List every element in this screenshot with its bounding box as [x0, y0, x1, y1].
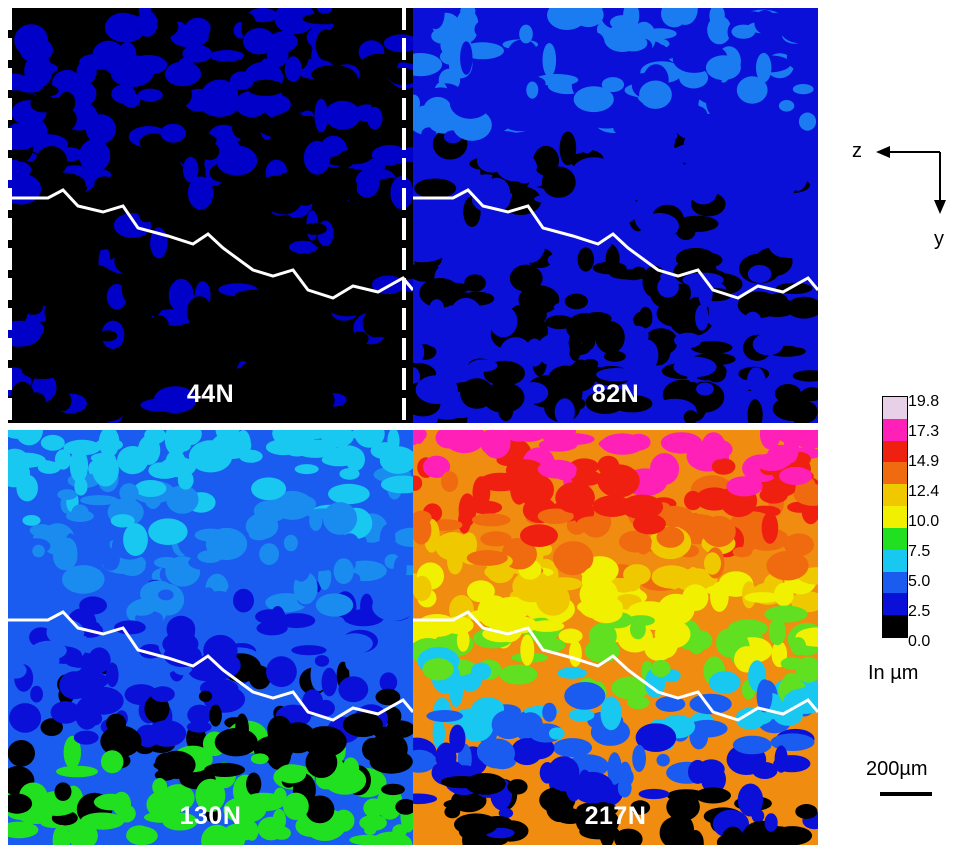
colorbar-tick-label: 10.0 — [908, 513, 940, 530]
colorbar-tick-label: 5.0 — [908, 573, 931, 590]
y-axis-label: y — [934, 228, 944, 250]
colorbar-segment — [883, 615, 907, 638]
colorbar-segment — [883, 571, 907, 594]
panel-image — [413, 8, 818, 423]
colorbar-tick-label: 17.3 — [908, 423, 940, 440]
colorbar-tick-label: 7.5 — [908, 543, 931, 560]
colorbar-tick-label: 14.9 — [908, 453, 940, 470]
panel-label: 44N — [186, 380, 235, 408]
colorbar-segment — [883, 462, 907, 485]
dashed-right-border — [402, 8, 406, 423]
panel-label: 217N — [584, 802, 647, 830]
crack-path — [8, 188, 413, 300]
colorbar-segment — [883, 527, 907, 551]
panel-image — [413, 430, 818, 845]
colorbar-segment — [883, 593, 907, 616]
panel-130n: 130N — [8, 430, 413, 845]
scale-bar: 200µm — [866, 758, 966, 808]
colorbar-segment — [883, 397, 907, 420]
crack-path — [8, 610, 413, 722]
coordinate-axes: z y — [850, 140, 960, 260]
colorbar-gradient — [882, 396, 908, 638]
colorbar-tick-label: 12.4 — [908, 483, 940, 500]
panel-44n: 44N — [8, 8, 413, 423]
colorbar-segment — [883, 549, 907, 573]
colorbar-tick-label: 19.8 — [908, 393, 940, 410]
panel-82n: 82N — [413, 8, 818, 423]
axes-arrows-icon — [876, 146, 946, 214]
crack-path — [413, 188, 818, 300]
colorbar-tick-label: 0.0 — [908, 633, 931, 650]
colorbar-unit-label: In µm — [868, 662, 919, 684]
colorbar-segment — [883, 506, 907, 529]
scale-bar-label: 200µm — [866, 758, 928, 780]
colorbar-segment — [883, 484, 907, 507]
colorbar-segment — [883, 418, 907, 442]
colorbar-segment — [883, 440, 907, 463]
panel-image — [8, 430, 413, 845]
z-axis-label: z — [852, 140, 862, 162]
panel-217n: 217N — [413, 430, 818, 845]
dashed-left-border — [8, 8, 12, 423]
panel-image — [8, 8, 413, 423]
panel-label: 130N — [179, 802, 242, 830]
crack-path — [413, 610, 818, 722]
colorbar-tick-label: 2.5 — [908, 603, 931, 620]
panel-label: 82N — [591, 380, 640, 408]
scale-bar-line — [880, 792, 932, 796]
